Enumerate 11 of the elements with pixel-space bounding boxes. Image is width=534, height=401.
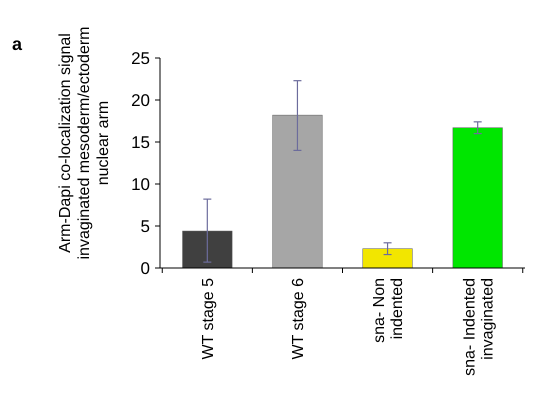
y-tick-label: 10 — [131, 174, 150, 194]
text: a — [12, 34, 23, 54]
y-tick-label: 20 — [131, 90, 150, 110]
y-tick-label: 25 — [131, 48, 150, 68]
y-tick-label: 0 — [140, 258, 150, 278]
y-tick-label: 5 — [140, 216, 150, 236]
x-tick-label: sna- Non indented — [371, 278, 406, 343]
x-tick-label: WT stage 6 — [290, 278, 308, 360]
x-tick-label: WT stage 5 — [200, 278, 217, 360]
y-tick-label: 15 — [131, 132, 150, 152]
y-axis-title: Arm-Dapi co-localization signal invaginated mesoderm/ectoderm nuclear arm — [57, 26, 112, 260]
